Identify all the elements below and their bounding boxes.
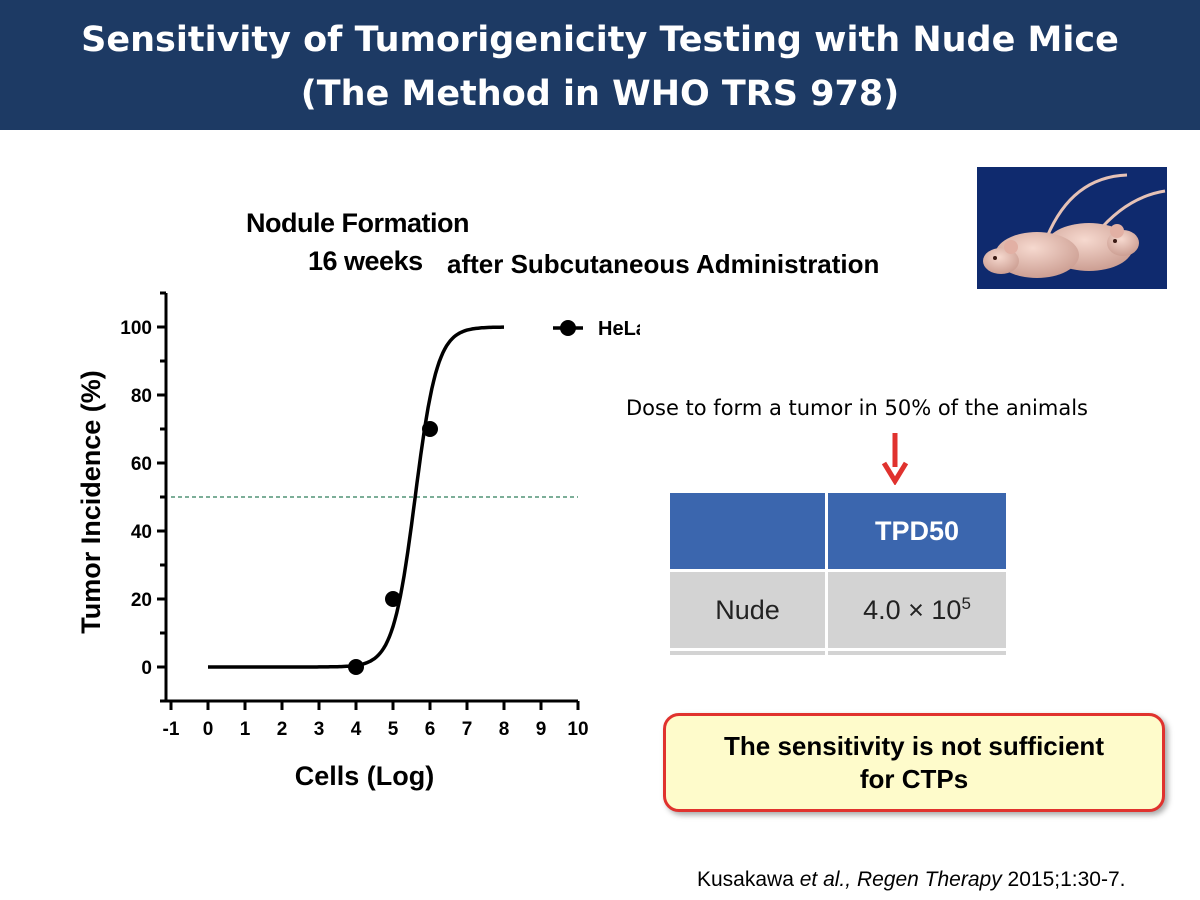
y-tick-label: 60	[131, 454, 152, 475]
nude-mice-photo	[977, 167, 1167, 289]
citation-authors: Kusakawa	[697, 868, 800, 891]
y-tick-label: 100	[120, 318, 152, 339]
x-tick-label: 8	[499, 719, 510, 740]
x-tick-label: 10	[567, 719, 588, 740]
tpd50-table: TPD50 Nude 4.0 × 105	[670, 493, 1006, 658]
down-arrow-icon	[881, 433, 909, 485]
y-tick-label: 0	[141, 658, 152, 679]
y-axis-title: Tumor Incidence (%)	[76, 370, 106, 634]
legend-marker	[560, 320, 576, 336]
x-tick-label: 3	[314, 719, 325, 740]
x-tick-label: 5	[388, 719, 399, 740]
x-axis-title: Cells (Log)	[295, 761, 435, 791]
table-row-tail	[670, 649, 1006, 658]
slide-title-line2: (The Method in WHO TRS 978)	[300, 74, 900, 114]
tpd50-mantissa: 4.0 × 10	[863, 595, 962, 625]
x-tick-label: 7	[462, 719, 473, 740]
citation-journal: Regen Therapy	[856, 868, 1002, 891]
y-tick-label: 80	[131, 386, 152, 407]
callout-line2: for CTPs	[859, 764, 969, 794]
table-header-blank	[670, 493, 828, 572]
table-header-tpd50: TPD50	[826, 493, 1006, 572]
slide-title-line1: Sensitivity of Tumorigenicity Testing wi…	[81, 20, 1119, 60]
row-label-nude: Nude	[670, 570, 828, 651]
citation-etal: et al.,	[799, 868, 857, 891]
chart-title-weeks: 16 weeks	[308, 246, 423, 276]
row-value-tpd50: 4.0 × 105	[826, 570, 1006, 651]
x-tick-label: 9	[536, 719, 547, 740]
x-tick-label: 2	[277, 719, 288, 740]
x-tick-label: 4	[351, 719, 362, 740]
legend-label: HeLa in Nude	[598, 318, 640, 340]
tumor-incidence-chart: 0 20 40 60 80 100 -1 0 1 2 3 4 5 6 7 8 9 10 Cells (Log) Tum…	[76, 291, 640, 791]
title-banner: Sensitivity of Tumorigenicity Testing wi…	[0, 0, 1200, 130]
data-point	[422, 421, 438, 437]
x-tick-label: 0	[203, 719, 214, 740]
dose-annotation: Dose to form a tumor in 50% of the anima…	[626, 396, 1088, 420]
table-header-row: TPD50	[670, 493, 1006, 572]
x-tick-label: -1	[163, 719, 180, 740]
sensitivity-callout: The sensitivity is not sufficient for CT…	[663, 713, 1165, 812]
table-tail-cell	[826, 649, 1006, 658]
data-point	[385, 591, 401, 607]
tpd50-exponent: 5	[961, 594, 971, 613]
y-tick-label: 20	[131, 590, 152, 611]
table-tail-cell	[670, 649, 828, 658]
chart-title-rest: after Subcutaneous Administration	[447, 249, 880, 279]
chart-title-line1: Nodule Formation	[246, 208, 470, 238]
citation: Kusakawa et al., Regen Therapy 2015;1:30…	[697, 868, 1125, 892]
y-tick-label: 40	[131, 522, 152, 543]
table-row: Nude 4.0 × 105	[670, 570, 1006, 651]
citation-ref: 2015;1:30-7.	[1001, 868, 1126, 891]
x-tick-label: 6	[425, 719, 436, 740]
data-point	[348, 659, 364, 675]
x-tick-label: 1	[240, 719, 251, 740]
callout-line1: The sensitivity is not sufficient	[724, 731, 1104, 761]
